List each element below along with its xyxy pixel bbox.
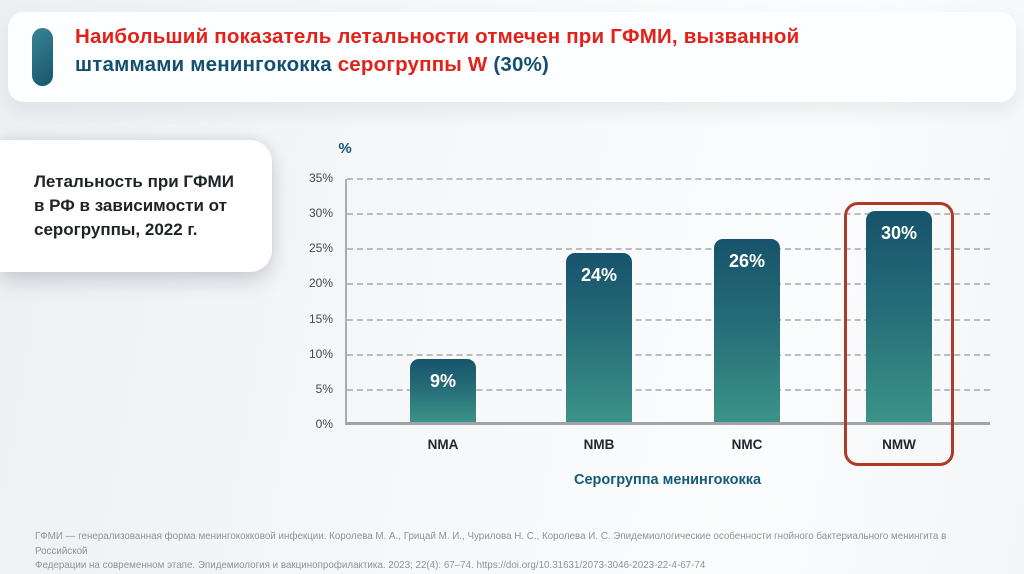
bar-value-nma: 9% — [429, 370, 456, 391]
footer-citation-line2: Федерации на современном этапе. Эпидемио… — [35, 560, 706, 571]
y-tick-35: 35% — [308, 171, 333, 185]
x-axis-title: Серогруппа менингококка — [573, 472, 762, 488]
bar-value-nmw: 30% — [880, 223, 918, 244]
gridline-15 — [347, 318, 990, 321]
slide-title-line2-dark2: (30%) — [493, 53, 550, 76]
slide-title-line2-dark1: штаммами менингококка — [75, 53, 338, 76]
slide-title-line2-red: серогруппы W — [337, 53, 494, 76]
y-tick-10: 10% — [308, 346, 333, 361]
accent-pill-icon — [32, 28, 53, 86]
bar-nma: 9% — [410, 358, 476, 422]
plot-area: 9% NMA 24% NMB 26% NMC 30% NMW — [345, 178, 990, 466]
bar-nmb: 24% — [566, 253, 632, 422]
x-category-nmw: NMW — [882, 437, 916, 452]
gridline-30 — [347, 213, 990, 216]
footer-citation-line1: ГФМИ — генерализованная форма менингокок… — [35, 531, 947, 557]
header-band — [8, 12, 1016, 102]
slide-title: Наибольший показатель летальности отмече… — [75, 23, 985, 79]
y-tick-25: 25% — [308, 241, 333, 256]
footer-citation: ГФМИ — генерализованная форма менингокок… — [35, 530, 995, 574]
bar-nmc: 26% — [714, 239, 780, 422]
gridline-10 — [347, 353, 990, 356]
slide-title-line2: штаммами менингококка серогруппы W (30%) — [75, 51, 985, 79]
bar-value-nmc: 26% — [728, 251, 766, 272]
gridline-35 — [347, 178, 990, 180]
slide-title-line1: Наибольший показатель летальности отмече… — [75, 23, 985, 51]
slide-title-line1-text: Наибольший показатель летальности отмече… — [75, 25, 800, 48]
y-tick-20: 20% — [308, 276, 333, 291]
bar-value-nmb: 24% — [580, 265, 618, 286]
chart-caption-text: Летальность при ГФМИ в РФ в зависимости … — [34, 172, 234, 239]
gridline-20 — [347, 283, 990, 286]
y-tick-15: 15% — [308, 311, 333, 326]
bar-nmw: 30% — [866, 211, 932, 422]
highlight-box-nmw — [844, 202, 954, 466]
y-tick-30: 30% — [308, 206, 333, 221]
gridline-25 — [347, 248, 990, 251]
y-tick-5: 5% — [315, 381, 333, 396]
x-category-nmc: NMC — [731, 437, 763, 452]
gridline-5 — [347, 388, 990, 391]
y-axis-title: % — [338, 140, 352, 157]
x-category-nmb: NMB — [583, 437, 615, 452]
x-category-nma: NMA — [427, 437, 459, 452]
y-axis-ticks: 0% 5% 10% 15% 20% 25% 30% 35% — [278, 171, 333, 431]
chart-caption-card: Летальность при ГФМИ в РФ в зависимости … — [0, 140, 272, 272]
y-tick-0: 0% — [315, 417, 333, 431]
